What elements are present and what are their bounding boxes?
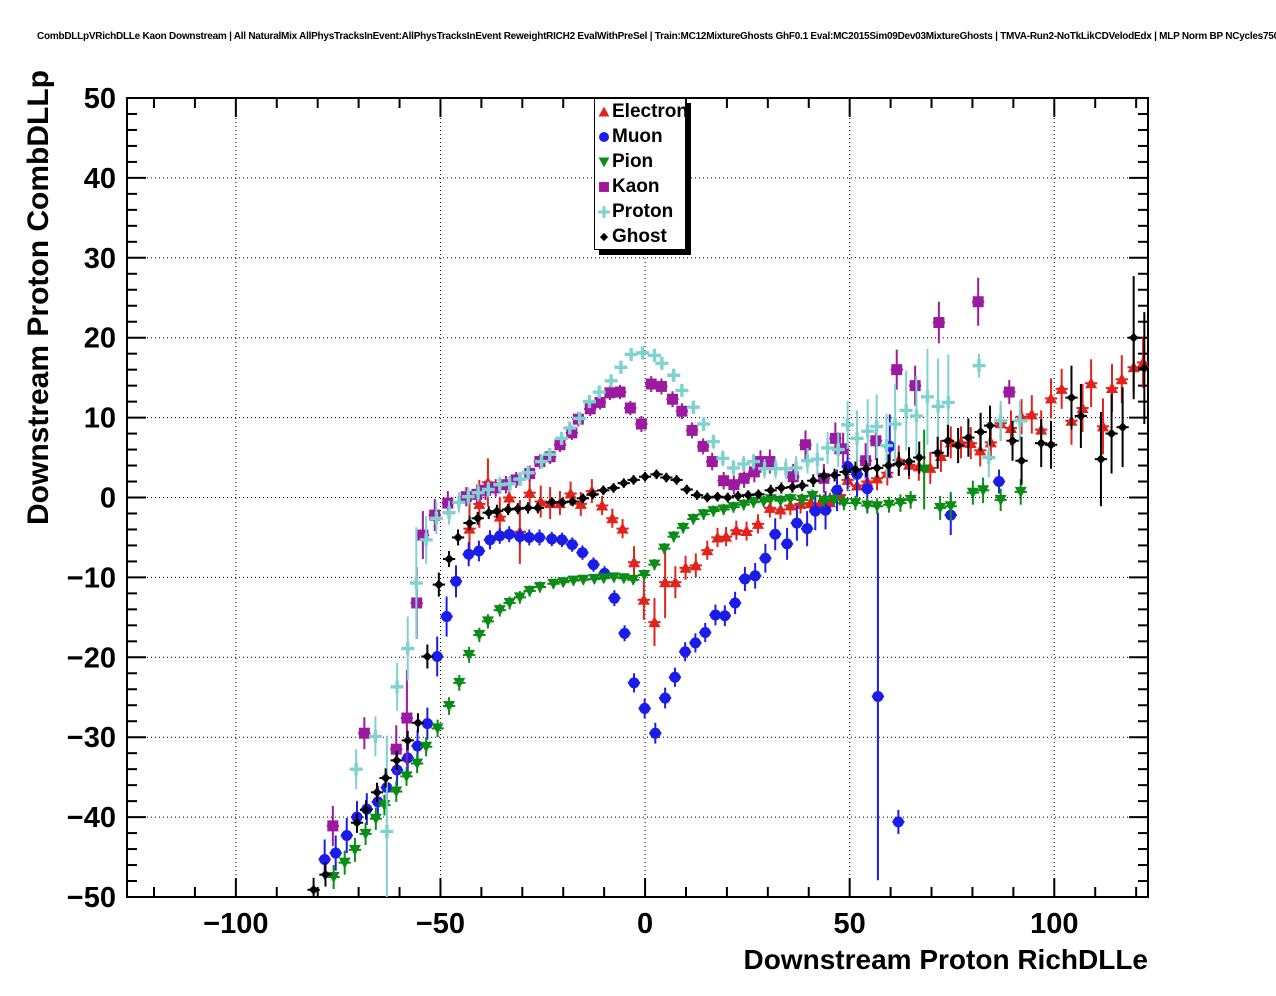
legend-item-electron: Electron	[595, 99, 689, 124]
series-proton	[349, 346, 1027, 897]
legend-label: Pion	[612, 151, 654, 172]
svg-text:10: 10	[84, 403, 116, 435]
legend-label: Kaon	[612, 176, 660, 197]
plot-title: CombDLLpVRichDLLe Kaon Downstream | All …	[37, 31, 1276, 42]
legend-item-ghost: Ghost	[595, 224, 685, 249]
svg-text:40: 40	[84, 163, 116, 195]
x-tick-labels: −100 −50 0 50 100	[203, 908, 1078, 940]
legend-label: Proton	[612, 201, 674, 222]
pion-marker-icon	[598, 157, 610, 167]
proton-marker-icon	[598, 205, 610, 218]
series-kaon	[326, 277, 1016, 846]
series-pion	[327, 429, 1027, 890]
svg-text:−50: −50	[416, 908, 465, 940]
svg-text:−100: −100	[203, 908, 268, 940]
electron-marker-icon	[598, 106, 610, 116]
legend-item-kaon: Kaon	[595, 174, 685, 199]
svg-text:30: 30	[84, 243, 116, 275]
svg-text:0: 0	[637, 908, 653, 940]
x-axis-title: Downstream Proton RichDLLe	[743, 944, 1148, 975]
legend-label: Electron	[612, 101, 689, 122]
muon-marker-icon	[599, 131, 609, 142]
series-ghost	[307, 276, 1150, 897]
svg-text:−30: −30	[67, 722, 116, 754]
svg-text:−40: −40	[67, 802, 116, 834]
svg-text:−10: −10	[67, 562, 116, 594]
legend-label: Ghost	[612, 226, 667, 247]
svg-text:−50: −50	[67, 882, 116, 914]
svg-text:0: 0	[100, 483, 116, 515]
legend-item-muon: Muon	[595, 124, 685, 149]
svg-text:100: 100	[1030, 908, 1078, 940]
kaon-marker-icon	[599, 181, 609, 192]
legend-item-pion: Pion	[595, 149, 685, 174]
legend-item-proton: Proton	[595, 199, 685, 224]
ghost-marker-icon	[599, 232, 609, 241]
series-electron	[463, 336, 1150, 647]
svg-text:−20: −20	[67, 642, 116, 674]
legend-box: Electron Muon Pion Kaon Proton Ghost	[594, 98, 689, 250]
legend-label: Muon	[612, 126, 663, 147]
y-tick-labels: −50 −40 −30 −20 −10 0 10 20 30 40 50	[67, 83, 116, 914]
y-axis-title: Downstream Proton CombDLLp	[22, 70, 55, 525]
svg-text:20: 20	[84, 323, 116, 355]
series-muon	[318, 414, 1006, 881]
svg-text:50: 50	[834, 908, 866, 940]
svg-text:50: 50	[84, 83, 116, 115]
